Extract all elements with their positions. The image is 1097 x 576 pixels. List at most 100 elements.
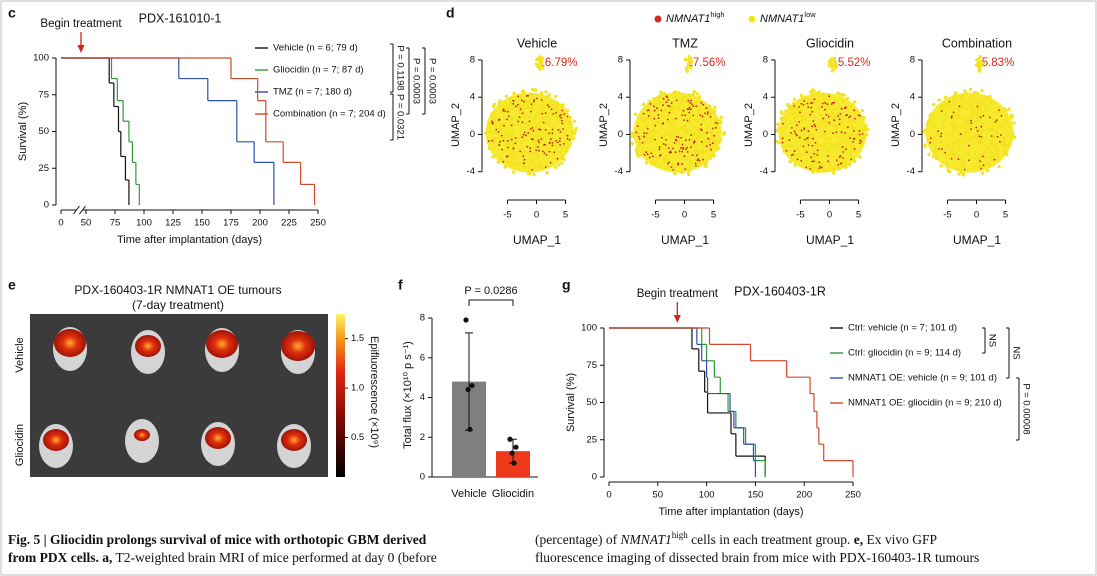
- caption-text: T2-weighted brain MRI of mice performed …: [112, 550, 436, 565]
- legend-label: NMNAT1 OE: gliocidin (n = 9; 210 d): [848, 398, 1002, 409]
- cell-dot: [505, 104, 510, 109]
- cell-dot: [984, 95, 988, 99]
- cell-dot: [503, 148, 507, 152]
- cell-dot: [835, 141, 839, 146]
- cell-dot: [511, 170, 516, 174]
- cell-dot: [1000, 114, 1003, 117]
- cell-dot: [800, 160, 803, 162]
- cell-dot: [976, 130, 979, 132]
- cell-dot: [536, 57, 539, 61]
- cell-dot: [502, 139, 505, 142]
- x-tick-label: 150: [747, 490, 763, 501]
- panel-label: d: [446, 5, 455, 21]
- y-tick-label: 8: [618, 54, 623, 65]
- cell-dot: [645, 137, 649, 141]
- cell-dot: [824, 130, 826, 133]
- cell-dot: [701, 115, 704, 118]
- cell-dot: [643, 154, 646, 156]
- y-tick-label: 75: [38, 89, 49, 100]
- p-value: P = 0.0003: [410, 58, 421, 104]
- cell-dot: [825, 113, 828, 116]
- cell-dot: [630, 141, 635, 146]
- data-point: [467, 426, 473, 432]
- cell-dot: [554, 94, 558, 99]
- cell-dot: [929, 112, 933, 116]
- cell-dot: [644, 161, 649, 165]
- x-tick-label: 200: [252, 218, 268, 229]
- y-tick-label: 4: [420, 392, 425, 403]
- cell-dot: [810, 106, 813, 109]
- annotation-arrowhead: [77, 45, 85, 53]
- cell-dot: [806, 138, 810, 142]
- cell-dot: [841, 147, 845, 151]
- cell-dot: [564, 111, 568, 115]
- cell-dot: [530, 96, 534, 101]
- cell-dot: [844, 165, 848, 169]
- cell-dot: [823, 98, 827, 103]
- y-axis-label: UMAP_2: [890, 103, 902, 147]
- cell-dot: [548, 132, 551, 135]
- cell-dot: [646, 127, 649, 130]
- cell-dot: [845, 106, 847, 109]
- cell-dot: [636, 125, 639, 127]
- cell-dot: [982, 150, 986, 155]
- cell-dot: [526, 145, 529, 148]
- cell-dot: [535, 129, 539, 133]
- cell-dot: [700, 148, 704, 152]
- cell-dot: [496, 160, 500, 164]
- cell-dot: [699, 107, 703, 111]
- cell-dot: [795, 124, 798, 127]
- cell-dot: [812, 134, 816, 139]
- colorbar-tick-label: 0.5: [351, 432, 364, 443]
- y-tick-label: 0: [470, 129, 475, 140]
- cell-dot: [808, 136, 813, 140]
- y-axis-label: Survival (%): [565, 373, 577, 432]
- cell-dot: [853, 126, 857, 130]
- cell-dot: [560, 111, 564, 115]
- cell-dot: [844, 141, 848, 145]
- cell-dot: [488, 129, 493, 134]
- cell-dot: [785, 103, 790, 107]
- cell-dot: [642, 118, 646, 123]
- cell-dot: [932, 124, 936, 128]
- cell-dot: [677, 91, 681, 95]
- cell-dot: [554, 109, 558, 113]
- cell-dot: [653, 163, 658, 167]
- cell-dot: [653, 109, 656, 112]
- cell-dot: [541, 150, 544, 153]
- cell-dot: [544, 90, 548, 94]
- cell-dot: [484, 131, 488, 135]
- cell-dot: [961, 102, 965, 107]
- cell-dot: [859, 114, 861, 117]
- cell-dot: [681, 143, 684, 146]
- cell-dot: [930, 137, 932, 140]
- y-tick-label: 50: [586, 397, 597, 408]
- caption-text: high: [672, 530, 689, 540]
- cell-dot: [533, 100, 535, 103]
- cell-dot: [854, 117, 856, 120]
- cell-dot: [511, 142, 516, 146]
- cell-dot: [687, 59, 691, 62]
- cell-dot: [823, 142, 828, 146]
- cell-dot: [925, 132, 929, 137]
- cell-dot: [840, 131, 843, 134]
- cell-dot: [858, 133, 861, 136]
- cell-dot: [707, 137, 710, 140]
- cell-dot: [957, 154, 962, 158]
- cell-dot: [681, 114, 684, 116]
- cell-dot: [680, 137, 683, 139]
- cell-dot: [790, 132, 792, 134]
- panel-label: e: [8, 277, 16, 293]
- cell-dot: [508, 129, 513, 133]
- y-tick-label: 0: [763, 129, 768, 140]
- x-axis-label: UMAP_1: [513, 233, 561, 247]
- cell-dot: [669, 121, 673, 125]
- cell-dot: [943, 104, 947, 109]
- cell-dot: [800, 129, 803, 132]
- legend-swatch: [654, 15, 662, 23]
- cell-dot: [833, 133, 838, 138]
- cell-dot: [670, 166, 673, 169]
- cell-dot: [519, 140, 523, 144]
- cell-dot: [668, 161, 671, 164]
- cell-dot: [836, 159, 838, 162]
